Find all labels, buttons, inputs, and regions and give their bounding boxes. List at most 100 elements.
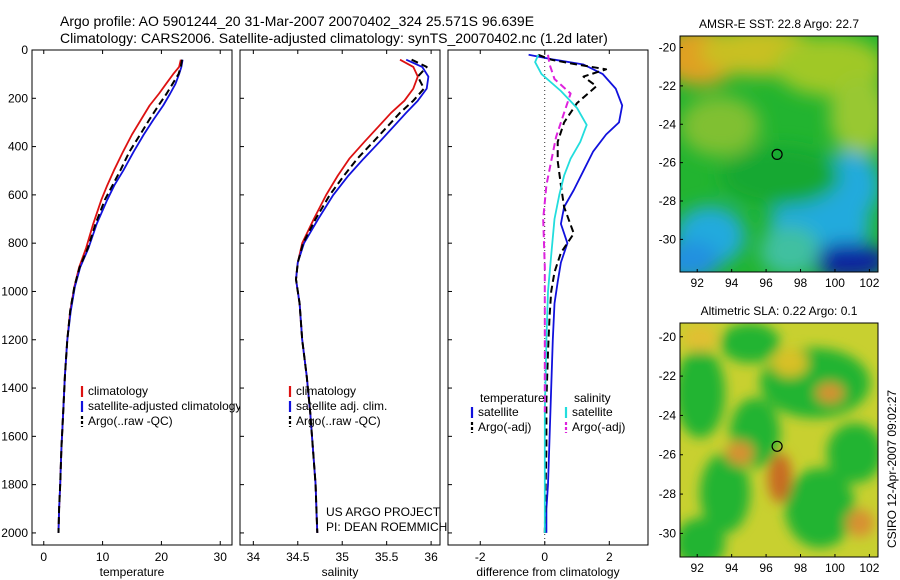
y-tick-label: -30 <box>659 232 677 246</box>
x-tick-label: 0 <box>40 550 47 564</box>
map-frame <box>679 35 879 273</box>
map-blob <box>700 453 750 533</box>
y-tick-label: 600 <box>8 188 28 202</box>
y-tick-label: -28 <box>659 194 677 208</box>
map-blob <box>720 146 840 206</box>
x-tick-label: 92 <box>691 561 705 575</box>
map-blob <box>846 509 874 537</box>
legend-group-label: salinity <box>574 391 611 405</box>
y-tick-label: 1600 <box>1 429 28 443</box>
panel-frame <box>239 49 441 546</box>
x-tick-label: 20 <box>155 550 169 564</box>
y-tick-label: -22 <box>659 369 677 383</box>
legend-entry: satellite adj. clim. <box>296 399 387 413</box>
x-tick-label: 10 <box>96 550 110 564</box>
map-blob <box>772 349 808 377</box>
series-line-temperature-argo-adj- <box>537 53 608 533</box>
map-field <box>680 36 878 272</box>
legend-entry: satellite <box>572 405 613 419</box>
x-tick-label: 102 <box>859 276 879 290</box>
legend: temperature salinitysatelliteArgo(-adj)sa… <box>470 391 625 434</box>
x-tick-label: -2 <box>475 550 486 564</box>
series-line-argo-raw-qc- <box>295 58 428 533</box>
x-tick-label: 0 <box>541 550 548 564</box>
profile-panel-2: 34 34.5 35 35.5 36 salinity climatologysatelli… <box>239 49 447 579</box>
x-tick-label: 96 <box>759 561 773 575</box>
legend-entry: climatology <box>88 384 148 398</box>
argo-location-marker <box>771 148 783 160</box>
panel-frame <box>31 49 233 546</box>
x-tick-label: 34.5 <box>286 550 310 564</box>
legend-entry: climatology <box>296 384 356 398</box>
map-panel-2: 92 94 96 98 100 102 -20 -22 -24 -26 -28 -30 Altimetr… <box>659 304 880 575</box>
y-tick-label: 400 <box>8 140 28 154</box>
map-image <box>680 36 878 272</box>
y-tick-label: -22 <box>659 79 677 93</box>
x-tick-label: 35 <box>336 550 350 564</box>
y-tick-label: 1000 <box>1 284 28 298</box>
header-line-1: Argo profile: AO 5901244_20 31-Mar-2007 … <box>60 13 535 29</box>
x-tick-label: 92 <box>691 276 705 290</box>
y-tick-label: 1400 <box>1 381 28 395</box>
x-axis-label: difference from climatology <box>476 565 619 579</box>
profile-panel-1: 0 10 20 30 0 200 400 600 800 1000 1200 1400 1600 1800… <box>1 43 241 579</box>
series-line-salinity-argo-adj- <box>542 54 572 413</box>
y-tick-label: 0 <box>21 43 28 57</box>
series-group <box>528 53 624 533</box>
x-axis-label: salinity <box>322 565 359 579</box>
series-group <box>57 59 184 533</box>
series-group <box>295 58 430 533</box>
map-blob <box>682 324 718 352</box>
map-blob <box>680 518 725 557</box>
x-tick-label: 100 <box>825 561 845 575</box>
y-tick-label: -20 <box>659 330 677 344</box>
map-frame <box>679 322 879 558</box>
annotation-text: US ARGO PROJECT <box>326 505 441 519</box>
map-title: AMSR-E SST: 22.8 Argo: 22.7 <box>699 17 859 31</box>
x-tick-label: 102 <box>859 561 879 575</box>
legend-entry: Argo(..raw -QC) <box>88 414 173 428</box>
map-blob <box>768 453 792 503</box>
map-blob <box>816 383 844 403</box>
x-tick-label: 35.5 <box>375 550 399 564</box>
series-line-argo-raw-qc- <box>57 59 183 533</box>
y-tick-label: 2000 <box>1 526 28 540</box>
map-blob <box>680 96 760 156</box>
y-tick-label: 1800 <box>1 478 28 492</box>
map-blob <box>680 348 725 438</box>
legend-entry: Argo(-adj) <box>478 420 531 434</box>
y-tick-label: -30 <box>659 526 677 540</box>
x-axis-label: temperature <box>100 565 165 579</box>
y-tick-label: -28 <box>659 487 677 501</box>
legend-group-label: temperature <box>480 391 545 405</box>
annotation-text: PI: DEAN ROEMMICH <box>326 520 447 534</box>
x-tick-label: 98 <box>794 561 808 575</box>
map-field <box>680 323 878 557</box>
x-tick-label: 94 <box>725 561 739 575</box>
map-blob <box>785 468 855 548</box>
map-blob <box>760 226 820 272</box>
y-tick-label: 1200 <box>1 333 28 347</box>
y-tick-label: -26 <box>659 156 677 170</box>
legend-entry: Argo(..raw -QC) <box>296 414 381 428</box>
y-tick-label: 200 <box>8 91 28 105</box>
map-blob <box>726 441 754 465</box>
y-tick-label: -26 <box>659 448 677 462</box>
map-blob <box>680 241 720 272</box>
legend-entry: Argo(-adj) <box>572 420 625 434</box>
y-tick-label: -24 <box>659 117 677 131</box>
x-tick-label: 100 <box>825 276 845 290</box>
x-tick-label: 30 <box>214 550 228 564</box>
series-line-salinity-satellite <box>534 54 588 533</box>
x-tick-label: 36 <box>424 550 438 564</box>
x-tick-label: 94 <box>725 276 739 290</box>
map-blob <box>720 323 780 363</box>
map-blob <box>810 243 878 272</box>
y-tick-label: -20 <box>659 41 677 55</box>
argo-location-marker <box>771 440 783 452</box>
legend-entry: satellite <box>478 405 519 419</box>
